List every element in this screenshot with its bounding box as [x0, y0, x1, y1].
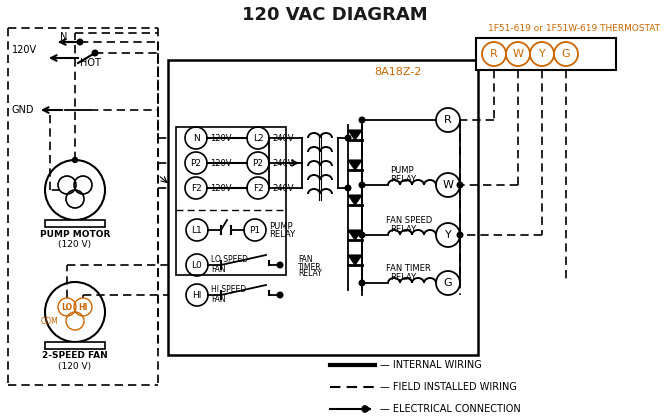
Text: PUMP: PUMP — [269, 222, 293, 230]
Circle shape — [362, 406, 368, 412]
Text: G: G — [444, 278, 452, 288]
Text: FAN: FAN — [211, 264, 226, 274]
Bar — [476, 38, 616, 70]
Text: L1: L1 — [192, 225, 202, 235]
Text: HI: HI — [192, 290, 202, 300]
Text: 2-SPEED FAN: 2-SPEED FAN — [42, 352, 108, 360]
Text: GND: GND — [12, 105, 34, 115]
Text: FAN: FAN — [298, 256, 313, 264]
Text: PUMP MOTOR: PUMP MOTOR — [40, 230, 110, 238]
Text: (120 V): (120 V) — [58, 240, 92, 248]
Text: N: N — [193, 134, 200, 142]
Text: Y: Y — [445, 230, 452, 240]
Text: 120V: 120V — [12, 45, 37, 55]
Text: Y: Y — [539, 49, 545, 59]
Text: P2: P2 — [253, 158, 263, 168]
Text: FAN SPEED: FAN SPEED — [386, 216, 432, 225]
Bar — [45, 342, 105, 349]
Text: P2: P2 — [190, 158, 202, 168]
Circle shape — [359, 182, 364, 188]
Text: RELAY: RELAY — [390, 273, 416, 282]
Circle shape — [359, 117, 364, 123]
Circle shape — [277, 262, 283, 268]
Circle shape — [92, 50, 98, 56]
Text: HI SPEED: HI SPEED — [211, 285, 246, 295]
Text: HOT: HOT — [80, 58, 101, 68]
Bar — [168, 60, 478, 355]
Text: W: W — [513, 49, 523, 59]
Text: P1: P1 — [249, 225, 261, 235]
Text: RELAY: RELAY — [298, 269, 322, 279]
Text: 120V: 120V — [210, 158, 232, 168]
Text: FAN TIMER: FAN TIMER — [386, 264, 431, 273]
Polygon shape — [348, 230, 362, 240]
Text: 240V: 240V — [272, 184, 293, 192]
Text: G: G — [561, 49, 570, 59]
Text: L0: L0 — [192, 261, 202, 269]
Circle shape — [457, 182, 463, 188]
Text: F2: F2 — [191, 184, 202, 192]
Polygon shape — [348, 160, 362, 170]
Text: 240V: 240V — [272, 158, 293, 168]
Text: HI: HI — [78, 303, 88, 311]
Text: 120 VAC DIAGRAM: 120 VAC DIAGRAM — [242, 6, 428, 24]
Text: N: N — [60, 32, 68, 42]
Circle shape — [359, 280, 364, 286]
Text: 120V: 120V — [210, 184, 232, 192]
Text: RELAY: RELAY — [390, 175, 416, 184]
Text: L2: L2 — [253, 134, 263, 142]
Text: — ELECTRICAL CONNECTION: — ELECTRICAL CONNECTION — [380, 404, 521, 414]
Text: 8A18Z-2: 8A18Z-2 — [375, 67, 421, 77]
Text: COM: COM — [40, 316, 58, 326]
Text: FAN: FAN — [211, 295, 226, 303]
Text: 1F51-619 or 1F51W-619 THERMOSTAT: 1F51-619 or 1F51W-619 THERMOSTAT — [488, 23, 660, 33]
Text: TIMER: TIMER — [298, 262, 322, 272]
Text: LO SPEED: LO SPEED — [211, 256, 248, 264]
Polygon shape — [348, 130, 362, 140]
Text: 120V: 120V — [210, 134, 232, 142]
Text: R: R — [490, 49, 498, 59]
Text: — INTERNAL WIRING: — INTERNAL WIRING — [380, 360, 482, 370]
Text: F2: F2 — [253, 184, 263, 192]
Circle shape — [277, 292, 283, 298]
Text: R: R — [444, 115, 452, 125]
Circle shape — [72, 158, 78, 163]
Circle shape — [345, 135, 351, 141]
Bar — [45, 220, 105, 227]
Circle shape — [77, 39, 83, 45]
Polygon shape — [348, 255, 362, 265]
Text: LO: LO — [62, 303, 72, 311]
Circle shape — [345, 185, 351, 191]
Text: — FIELD INSTALLED WIRING: — FIELD INSTALLED WIRING — [380, 382, 517, 392]
Text: PUMP: PUMP — [390, 166, 413, 175]
Circle shape — [359, 232, 364, 238]
Polygon shape — [348, 195, 362, 205]
Text: RELAY: RELAY — [269, 230, 295, 238]
Bar — [176, 127, 286, 275]
Text: RELAY: RELAY — [390, 225, 416, 234]
Text: 240V: 240V — [272, 134, 293, 142]
Text: W: W — [442, 180, 454, 190]
Circle shape — [457, 232, 463, 238]
Text: (120 V): (120 V) — [58, 362, 92, 370]
